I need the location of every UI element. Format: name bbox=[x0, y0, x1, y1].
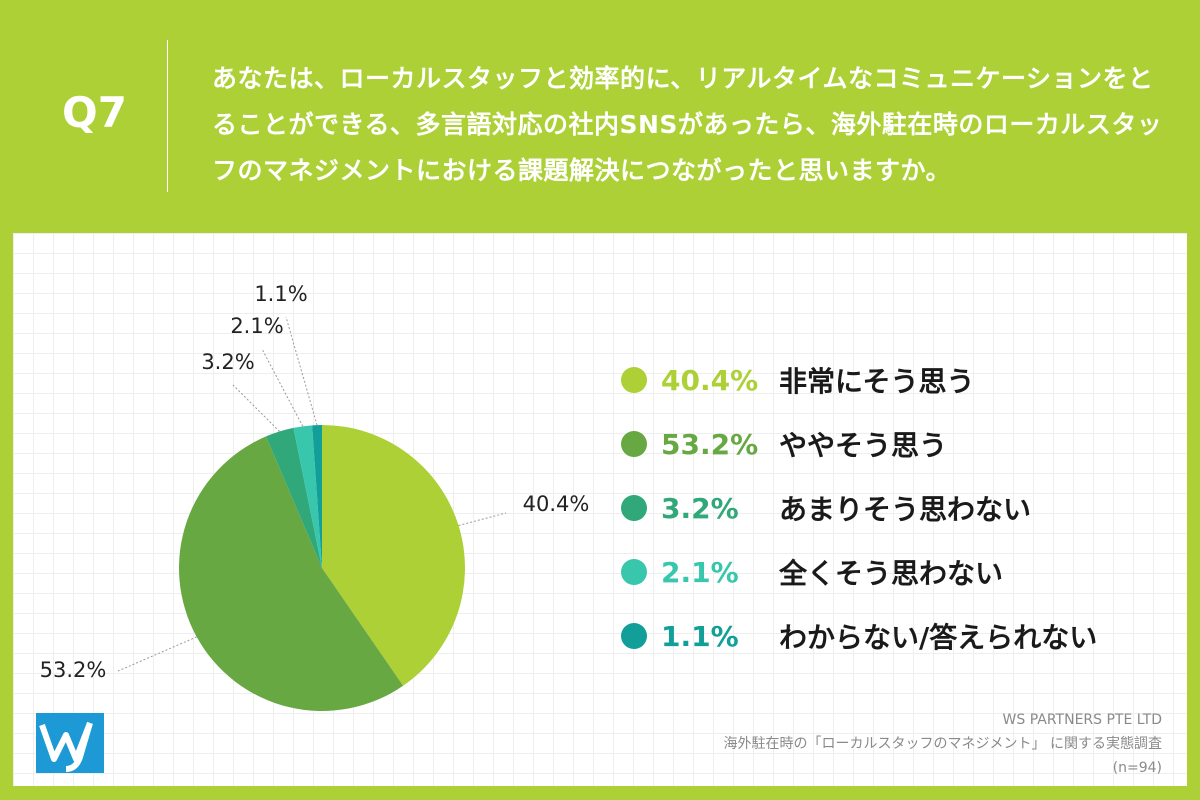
legend-dot bbox=[621, 623, 647, 649]
question-number: Q7 bbox=[62, 88, 127, 137]
leader-line-very-much bbox=[458, 512, 507, 527]
legend-label: あまりそう思わない bbox=[779, 493, 1032, 526]
pie-label-dont-know: 1.1% bbox=[254, 282, 307, 306]
legend: 40.4% 非常にそう思う 53.2% ややそう思う 3.2% あまりそう思わな… bbox=[621, 348, 1097, 668]
legend-percent: 3.2% bbox=[661, 491, 739, 525]
legend-label: 全くそう思わない bbox=[779, 557, 1004, 590]
legend-dot bbox=[621, 367, 647, 393]
pie-slice-not-at-all bbox=[293, 425, 322, 568]
pie-slice-not-much bbox=[266, 427, 322, 568]
pie-slice-dont-know bbox=[312, 425, 322, 568]
leader-line-not-at-all bbox=[261, 348, 304, 427]
footer-sample: (n=94) bbox=[1112, 760, 1162, 776]
legend-percent: 40.4% bbox=[661, 363, 759, 397]
legend-label: ややそう思う bbox=[779, 429, 948, 462]
pie-chart: 40.4% 53.2% 3.2% 2.1% 1.1% bbox=[40, 282, 590, 712]
legend-item-not-at-all: 2.1% 全くそう思わない bbox=[621, 540, 1097, 604]
pie-label-very-much: 40.4% bbox=[523, 492, 590, 516]
company-logo-icon bbox=[36, 713, 104, 773]
leader-line-dont-know bbox=[285, 316, 318, 426]
leader-line-somewhat bbox=[117, 636, 197, 672]
pie-label-not-much: 3.2% bbox=[201, 350, 254, 374]
legend-dot bbox=[621, 431, 647, 457]
footer: WS PARTNERS PTE LTD 海外駐在時の「ローカルスタッフのマネジメ… bbox=[724, 708, 1162, 780]
pie-label-somewhat: 53.2% bbox=[40, 658, 107, 682]
legend-label: わからない/答えられない bbox=[779, 621, 1098, 654]
legend-item-not-much: 3.2% あまりそう思わない bbox=[621, 476, 1097, 540]
legend-percent: 2.1% bbox=[661, 555, 739, 589]
legend-item-very-much: 40.4% 非常にそう思う bbox=[621, 348, 1097, 412]
pie-label-not-at-all: 2.1% bbox=[230, 314, 283, 338]
footer-company: WS PARTNERS PTE LTD bbox=[1002, 712, 1162, 728]
footer-survey: 海外駐在時の「ローカルスタッフのマネジメント」 に関する実態調査 bbox=[723, 736, 1162, 752]
header-divider bbox=[167, 40, 168, 192]
legend-percent: 53.2% bbox=[661, 427, 759, 461]
leader-line-not-much bbox=[232, 384, 280, 432]
legend-percent: 1.1% bbox=[661, 619, 739, 653]
legend-dot bbox=[621, 495, 647, 521]
pie-slice-somewhat bbox=[178, 436, 404, 712]
legend-item-dont-know: 1.1% わからない/答えられない bbox=[621, 604, 1097, 668]
question-text: あなたは、ローカルスタッフと効率的に、リアルタイムなコミュニケーションをとること… bbox=[212, 64, 1163, 185]
legend-dot bbox=[621, 559, 647, 585]
pie-slice-very-much bbox=[322, 425, 465, 686]
legend-label: 非常にそう思う bbox=[779, 365, 975, 398]
legend-item-somewhat: 53.2% ややそう思う bbox=[621, 412, 1097, 476]
chart-panel: 40.4% 53.2% 3.2% 2.1% 1.1% 40.4% 非常にそう思う 53.… bbox=[13, 233, 1187, 786]
